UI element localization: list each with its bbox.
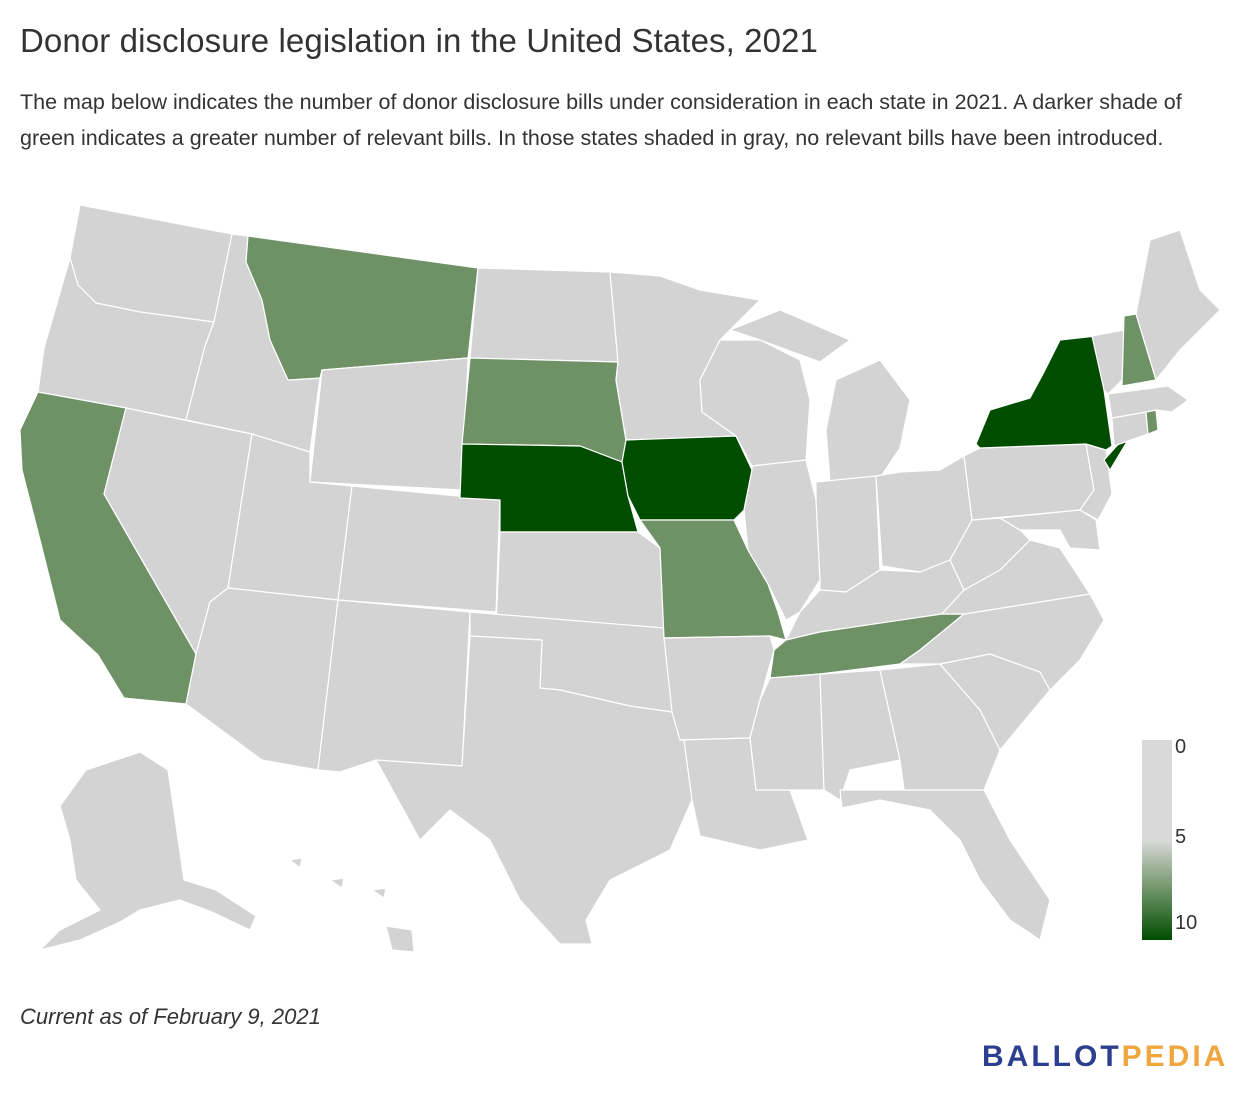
footnote: Current as of February 9, 2021 — [20, 1004, 321, 1029]
state-rhode-island — [1145, 409, 1159, 435]
legend-label-mid: 5 — [1175, 826, 1187, 848]
state-texas — [375, 635, 693, 945]
state-new-mexico — [317, 599, 471, 773]
legend-gradient — [1142, 740, 1172, 940]
us-map — [19, 204, 1221, 953]
legend-label-min: 0 — [1175, 736, 1187, 758]
state-iowa — [621, 435, 753, 521]
legend-label-max: 10 — [1175, 912, 1198, 934]
state-pennsylvania — [963, 443, 1095, 521]
state-vermont — [1091, 329, 1125, 395]
ballotpedia-logo: BALLOTPEDIA — [982, 1040, 1228, 1074]
state-alaska — [39, 751, 257, 951]
state-wyoming — [309, 357, 469, 491]
state-hawaii — [289, 857, 415, 953]
logo-part-pedia: PEDIA — [1121, 1040, 1229, 1073]
map-title: Donor disclosure legislation in the Unit… — [20, 22, 818, 59]
state-north-dakota — [469, 267, 619, 363]
logo-part-ballot: BALLOT — [982, 1040, 1122, 1073]
state-montana — [245, 235, 479, 381]
state-kansas — [495, 531, 665, 629]
state-wisconsin — [699, 339, 811, 467]
state-florida — [839, 789, 1051, 941]
state-indiana — [815, 475, 881, 593]
state-illinois — [743, 459, 821, 621]
state-michigan — [729, 309, 911, 483]
state-missouri — [639, 519, 787, 641]
state-arizona — [185, 587, 339, 771]
state-colorado — [337, 485, 501, 613]
map-subtitle: The map below indicates the number of do… — [20, 90, 1182, 150]
state-massachusetts — [1107, 385, 1189, 419]
state-maine — [1135, 229, 1221, 381]
